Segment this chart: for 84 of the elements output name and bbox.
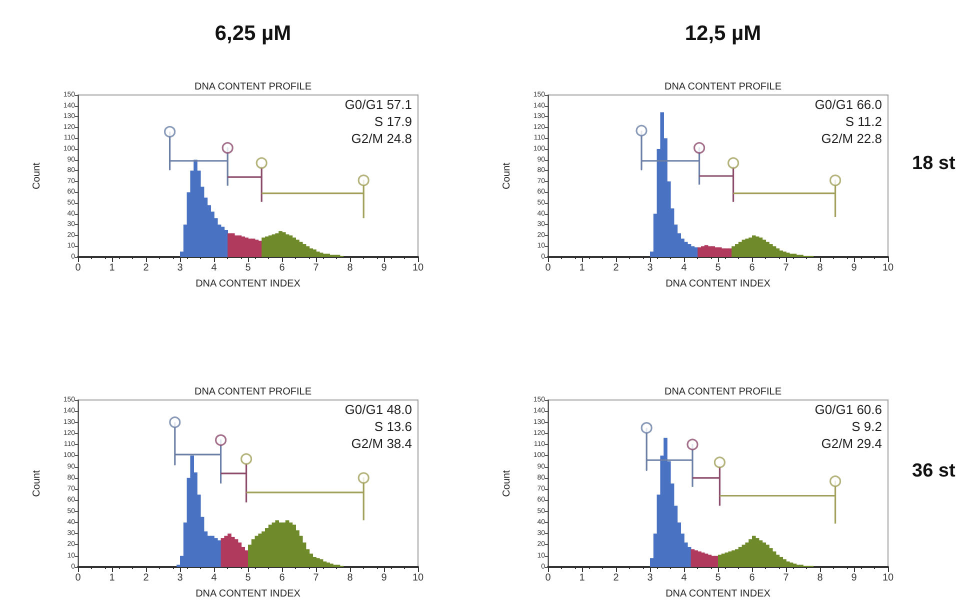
x-tick-label: 5 [715,572,722,584]
point [694,142,706,154]
x-tick-label: 9 [381,572,388,584]
x-tick-label: 10 [412,262,424,274]
annotation: S 17.9 [374,114,412,129]
x-tick-label: 10 [412,572,424,584]
annotation: G2/M 24.8 [351,131,412,146]
x-tick-label: 1 [109,572,116,584]
chart-subtitle: 12,5 µM [684,22,762,45]
x-tick-label: 3 [177,262,184,274]
x-tick-label: 8 [347,262,354,274]
annotation: G0/G1 57.1 [344,97,412,112]
x-tick-label: 2 [143,572,150,584]
x-tick-label: 6 [279,572,286,584]
annotation: G0/G1 48.0 [344,402,412,417]
x-tick-label: 9 [381,262,388,274]
x-tick-label: 9 [851,572,858,584]
point [215,434,227,446]
text: 36 st [912,460,956,482]
x-tick-label: 8 [347,572,354,584]
y-axis-title: Count [32,470,42,497]
point [640,422,652,434]
chart-title: DNA CONTENT PROFILE [194,82,312,92]
x-tick-label: 1 [579,262,586,274]
point [686,438,698,450]
point [358,174,370,186]
chart-title: DNA CONTENT PROFILE [664,82,782,92]
point [714,456,726,468]
point [636,124,648,136]
x-tick-label: 3 [177,572,184,584]
x-tick-label: 7 [783,262,790,274]
x-tick-label: 6 [749,262,756,274]
point [164,126,176,138]
x-tick-label: 5 [245,572,252,584]
x-tick-label: 8 [817,262,824,274]
x-tick-label: 6 [749,572,756,584]
x-tick-label: 3 [647,262,654,274]
x-tick-label: 2 [143,262,150,274]
x-axis-title: DNA CONTENT INDEX [196,278,301,290]
annotation: S 9.2 [852,419,882,434]
x-tick-label: 7 [313,572,320,584]
x-tick-label: 5 [715,262,722,274]
x-tick-label: 7 [783,572,790,584]
x-tick-label: 9 [851,262,858,274]
x-tick-label: 4 [211,262,218,274]
annotation: G0/G1 60.6 [814,402,882,417]
point [169,416,181,428]
x-axis-title: DNA CONTENT INDEX [666,588,771,600]
point [240,453,252,465]
x-tick-label: 2 [613,262,620,274]
chart-title: DNA CONTENT PROFILE [664,386,782,398]
point [256,157,268,169]
y-axis-title: Count [502,470,512,497]
x-axis-title: DNA CONTENT INDEX [196,588,301,600]
x-tick-label: 8 [817,572,824,584]
x-tick-label: 10 [882,262,894,274]
point [830,174,842,186]
point [830,475,842,488]
x-tick-label: 10 [882,572,894,584]
x-tick-label: 6 [279,262,286,274]
x-axis-title: DNA CONTENT INDEX [666,278,771,290]
y-axis-title: Count [32,162,42,190]
x-tick-label: 1 [579,572,586,584]
x-tick-label: 4 [681,262,688,274]
chart-title: DNA CONTENT PROFILE [194,386,312,398]
point [222,142,234,154]
annotation: S 11.2 [845,114,882,129]
annotation: G0/G1 66.0 [814,97,882,112]
x-tick-label: 3 [647,572,654,584]
x-tick-label: 4 [681,572,688,584]
point [358,472,370,484]
point [728,157,740,169]
annotation: G2/M 22.8 [821,131,882,146]
x-tick-label: 1 [109,262,116,274]
chart-subtitle: 6,25 µM [214,22,292,45]
text: 18 st [912,153,956,174]
x-tick-label: 2 [613,572,620,584]
x-tick-label: 4 [211,572,218,584]
y-axis-title: Count [502,162,512,190]
annotation: S 13.6 [374,419,412,434]
annotation: G2/M 29.4 [821,436,882,451]
x-tick-label: 5 [245,262,252,274]
x-tick-label: 7 [313,262,320,274]
annotation: G2/M 38.4 [351,436,412,451]
